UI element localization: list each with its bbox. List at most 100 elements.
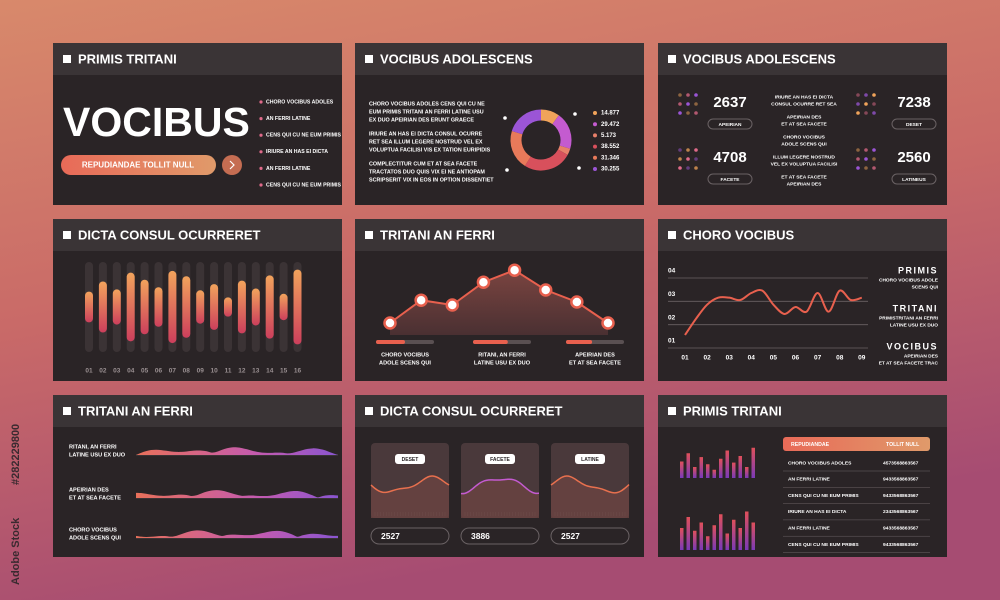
legend-dot xyxy=(593,122,597,127)
legend-line: CHORO VOCIBUS ADOLE xyxy=(879,277,939,283)
header-icon xyxy=(63,55,71,63)
legend-dot xyxy=(593,133,597,138)
bar xyxy=(738,528,742,550)
decor-dot xyxy=(678,102,682,106)
panel-header xyxy=(355,395,644,427)
table-header xyxy=(783,437,930,451)
decor-dot xyxy=(694,148,698,152)
header-icon xyxy=(63,231,71,239)
bullet xyxy=(259,133,263,137)
x-tick-label: 06 xyxy=(155,368,163,375)
x-tick-label: 15 xyxy=(280,368,288,375)
donut-segment xyxy=(557,145,571,155)
stat-pill xyxy=(891,173,937,185)
decor-dot xyxy=(694,111,698,115)
decor-dot xyxy=(856,111,860,115)
decor-dot xyxy=(686,93,690,97)
paragraph-line: EX DUO APEIRIAN DES ERUNT GRAECE xyxy=(369,117,474,123)
panel-header xyxy=(658,395,947,427)
bar xyxy=(693,530,697,550)
decor-dot xyxy=(864,93,868,97)
panel-header xyxy=(53,395,342,427)
table-cell: 4573568863567 xyxy=(883,460,919,466)
bar xyxy=(85,291,93,323)
stat-label: DESET xyxy=(906,122,922,128)
point xyxy=(383,316,397,330)
panel-title: TRITANI AN FERRI xyxy=(380,227,495,242)
tag-label: DESET xyxy=(402,457,419,463)
legend-dot xyxy=(593,167,597,171)
x-tick-label: 07 xyxy=(169,368,177,375)
arrow-icon xyxy=(229,160,235,170)
legend-value: 31.346 xyxy=(601,155,620,161)
decor-dot xyxy=(864,148,868,152)
watermark-id: #282229800 xyxy=(10,424,22,485)
item-line: ADOLE SCENS QUI xyxy=(69,535,121,541)
decor-dot xyxy=(856,166,860,170)
decor-dot xyxy=(864,166,868,170)
header-icon xyxy=(668,407,676,415)
bar xyxy=(196,290,205,324)
bar xyxy=(168,270,177,344)
donut-segment xyxy=(510,130,532,166)
panel-header xyxy=(53,219,342,251)
bar xyxy=(725,533,729,550)
arrow-button xyxy=(222,155,242,175)
decor-dot xyxy=(503,116,507,120)
item-line: APEIRIAN DES xyxy=(69,487,109,493)
item-line: APEIRIAN DES xyxy=(575,352,615,358)
donut-segment xyxy=(540,109,559,125)
legend-line: SCENS QUI xyxy=(912,284,939,290)
list-item: CENS QUI CU NE EUM PRIMIS xyxy=(266,182,341,188)
legend-line: APEIRIAN DES xyxy=(904,353,939,359)
area xyxy=(390,270,608,335)
decor-dot xyxy=(573,112,577,116)
x-tick-label: 11 xyxy=(225,368,232,375)
value-box xyxy=(460,527,540,545)
header-icon xyxy=(365,231,373,239)
x-tick-label: 03 xyxy=(726,355,734,362)
decor-dot xyxy=(678,111,682,115)
bullet xyxy=(259,166,263,170)
x-tick-label: 07 xyxy=(814,355,822,362)
stat-value: 4708 xyxy=(713,149,746,166)
wave xyxy=(136,530,338,538)
bar xyxy=(732,462,736,478)
table-cell: 9433568863567 xyxy=(883,542,919,548)
decor-dot xyxy=(694,166,698,170)
card-line xyxy=(370,475,450,494)
card-area xyxy=(551,476,629,518)
note-line: IRIURE AN HAS EI DICTA xyxy=(775,94,834,100)
table-cell: IRIURE AN HAS EI DICTA xyxy=(788,509,847,515)
progress-bar xyxy=(566,340,593,344)
panel-title: TRITANI AN FERRI xyxy=(78,403,193,418)
legend-dot xyxy=(593,144,597,149)
list-item: IRIURE AN HAS EI DICTA xyxy=(266,149,328,155)
panel-header xyxy=(658,219,947,251)
item-line: LATINE USU EX DUO xyxy=(474,360,531,366)
line xyxy=(684,288,863,336)
card-area xyxy=(461,479,539,518)
button-label: REPUDIANDAE TOLLIT NULL xyxy=(82,161,194,170)
button[interactable] xyxy=(61,155,216,175)
bar xyxy=(98,281,107,333)
decor-dot xyxy=(856,93,860,97)
bar xyxy=(686,517,690,550)
donut-segment xyxy=(552,115,572,149)
table-cell: AN FERRI LATINE xyxy=(788,525,830,531)
paragraph-line: EUM PRIMIS TRITANI AN FERRI LATINE USU xyxy=(369,109,484,115)
note-line: ET AT SEA FACETE xyxy=(781,174,827,180)
bar xyxy=(712,525,716,550)
card-value: 3886 xyxy=(471,531,490,541)
legend-value: 30.255 xyxy=(601,167,620,173)
bar xyxy=(712,469,716,478)
decor-dot xyxy=(686,148,690,152)
bar xyxy=(182,276,191,338)
bar xyxy=(699,522,703,550)
legend-dot xyxy=(593,155,597,160)
decor-dot xyxy=(686,166,690,170)
note-line: ADOLE SCENS QUI xyxy=(781,141,827,147)
panel-title: PRIMIS TRITANI xyxy=(78,51,177,66)
decor-dot xyxy=(856,102,860,106)
